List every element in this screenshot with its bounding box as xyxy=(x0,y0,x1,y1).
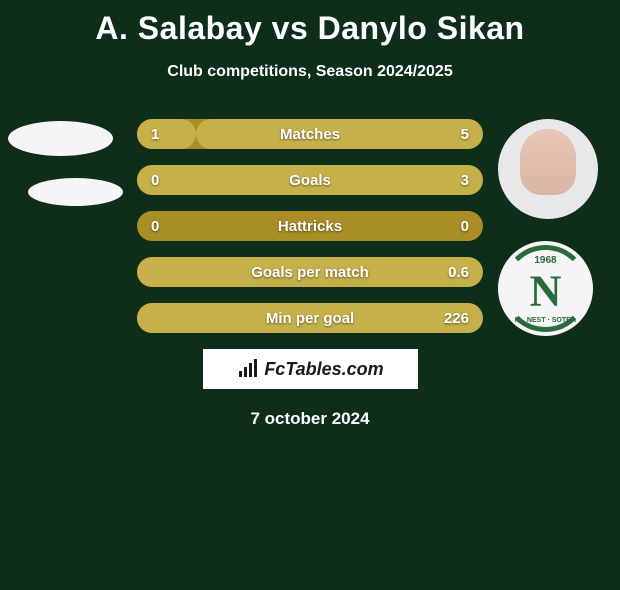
player2-photo xyxy=(498,119,598,219)
logo-text: FcTables.com xyxy=(264,359,383,380)
chart-icon xyxy=(236,357,260,381)
player2-avatars: 1968 N I.L. NEST · SOTRA xyxy=(498,119,598,336)
date-text: 7 october 2024 xyxy=(0,409,620,429)
badge-text: I.L. NEST · SOTRA xyxy=(515,317,576,324)
player1-club-placeholder xyxy=(28,178,123,206)
stat-value-right: 0.6 xyxy=(448,257,469,287)
stat-row: Goals per match0.6 xyxy=(137,257,483,287)
stat-row: Min per goal226 xyxy=(137,303,483,333)
badge-letter: N xyxy=(530,265,562,316)
fctables-logo[interactable]: FcTables.com xyxy=(203,349,418,389)
stat-row: 0Hattricks0 xyxy=(137,211,483,241)
subtitle: Club competitions, Season 2024/2025 xyxy=(0,63,620,81)
player1-avatars xyxy=(8,119,123,206)
stat-value-right: 226 xyxy=(444,303,469,333)
stats-list: 1Matches50Goals30Hattricks0Goals per mat… xyxy=(137,119,483,333)
stat-value-right: 3 xyxy=(461,165,469,195)
stat-label: Goals per match xyxy=(137,257,483,287)
player1-photo-placeholder xyxy=(8,121,113,156)
comparison-panel: 1968 N I.L. NEST · SOTRA 1Matches50Goals… xyxy=(0,119,620,429)
stat-row: 0Goals3 xyxy=(137,165,483,195)
stat-label: Matches xyxy=(137,119,483,149)
stat-row: 1Matches5 xyxy=(137,119,483,149)
page-title: A. Salabay vs Danylo Sikan xyxy=(0,10,620,47)
stat-value-right: 0 xyxy=(461,211,469,241)
stat-label: Min per goal xyxy=(137,303,483,333)
player2-club-badge: 1968 N I.L. NEST · SOTRA xyxy=(498,241,593,336)
stat-label: Goals xyxy=(137,165,483,195)
stat-value-right: 5 xyxy=(461,119,469,149)
stat-label: Hattricks xyxy=(137,211,483,241)
